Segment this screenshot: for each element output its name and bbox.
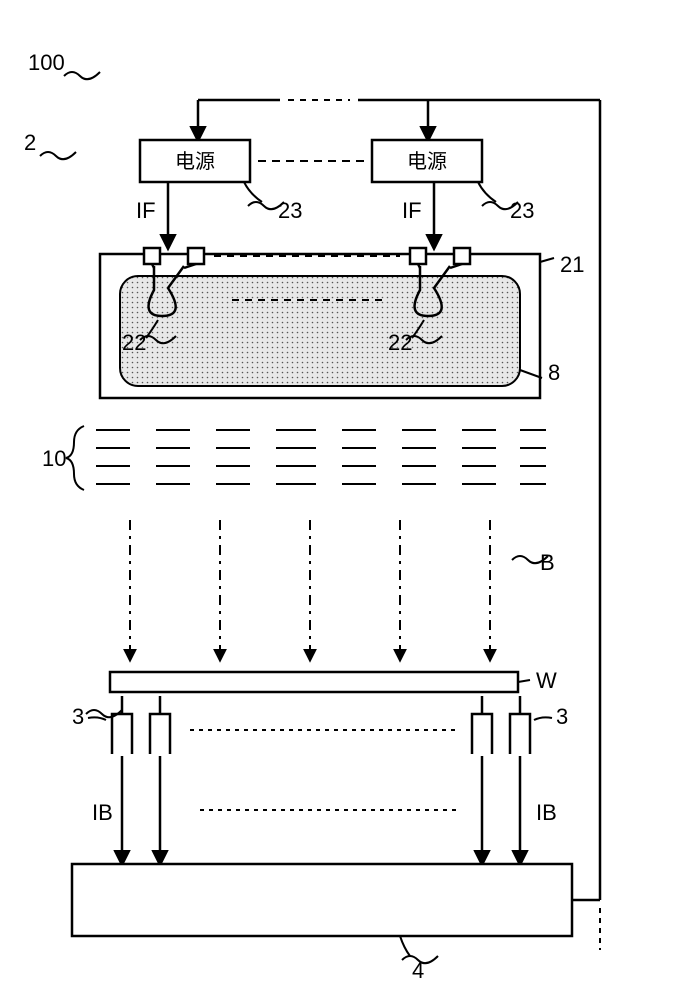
plasma-region [120,276,520,386]
wafer [110,672,518,692]
sensor-right-b [510,714,530,754]
label-B: B [540,550,555,575]
terminal-rightB [454,248,470,264]
terminal-leftB [188,248,204,264]
label-W: W [536,668,557,693]
sensor-left-a [112,714,132,754]
label-3-right: 3 [556,704,568,729]
label-2: 2 [24,130,36,155]
label-10: 10 [42,446,66,471]
lead-2 [40,152,76,159]
power-supply-label-left: 电源 [175,150,215,173]
label-IB-right: IB [536,800,557,825]
label-22-left: 22 [122,330,146,355]
controller-box [72,864,572,936]
label-23-left: 23 [278,198,302,223]
lead-3-left [86,710,122,717]
terminal-rightA [410,248,426,264]
label-23-right: 23 [510,198,534,223]
diagram-root: 1002电源电源2323IFIF218222210BW33IBIB4 [24,50,600,983]
label-IF-right: IF [402,198,422,223]
power-supply-label-right: 电源 [407,150,447,173]
sensor-right-a [472,714,492,754]
label-100: 100 [28,50,65,75]
label-8: 8 [548,360,560,385]
brace-10 [66,426,84,490]
lead-100 [64,72,100,79]
label-IB-left: IB [92,800,113,825]
label-IF-left: IF [136,198,156,223]
label-3-left: 3 [72,704,84,729]
label-21: 21 [560,252,584,277]
label-22-right: 22 [388,330,412,355]
terminal-leftA [144,248,160,264]
sensor-left-b [150,714,170,754]
